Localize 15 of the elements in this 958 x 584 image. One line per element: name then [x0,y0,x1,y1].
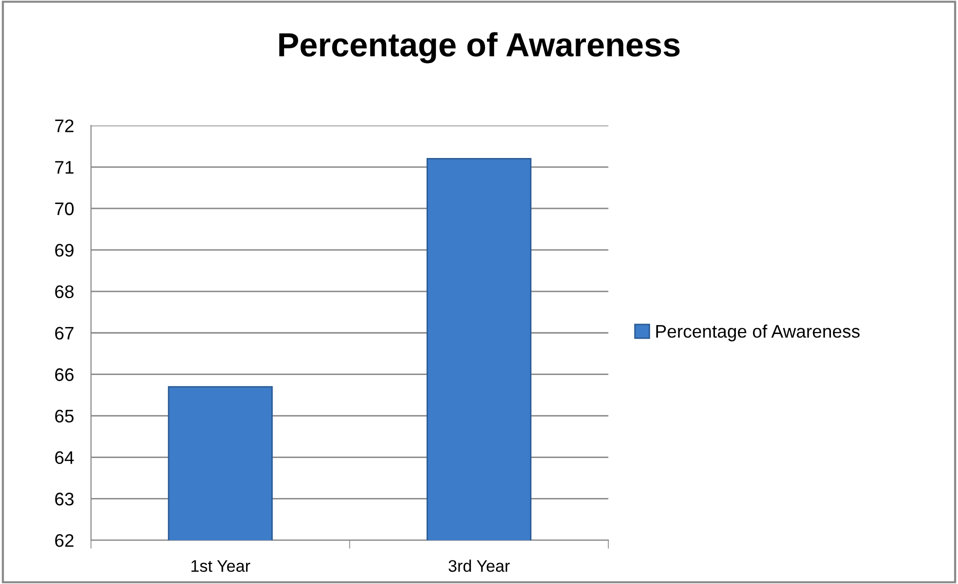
legend-label: Percentage of Awareness [656,324,860,342]
y-tick-label: 65 [55,410,74,423]
y-tick-label: 66 [55,368,74,382]
y-tick-label: 69 [55,244,74,257]
y-tick-label: 62 [55,534,74,547]
y-tick-label: 68 [55,285,74,298]
y-tick-label: 67 [55,326,74,340]
y-tick-label: 71 [55,161,74,174]
y-tick-label: 64 [55,451,74,464]
x-tick-label: 3rd Year [448,560,510,572]
chart-title: Percentage of Awareness [279,32,680,64]
y-tick-label: 72 [55,119,74,132]
y-tick-label: 70 [55,202,74,216]
y-tick-label: 63 [55,492,74,506]
x-tick-label: 1st Year [191,560,250,572]
